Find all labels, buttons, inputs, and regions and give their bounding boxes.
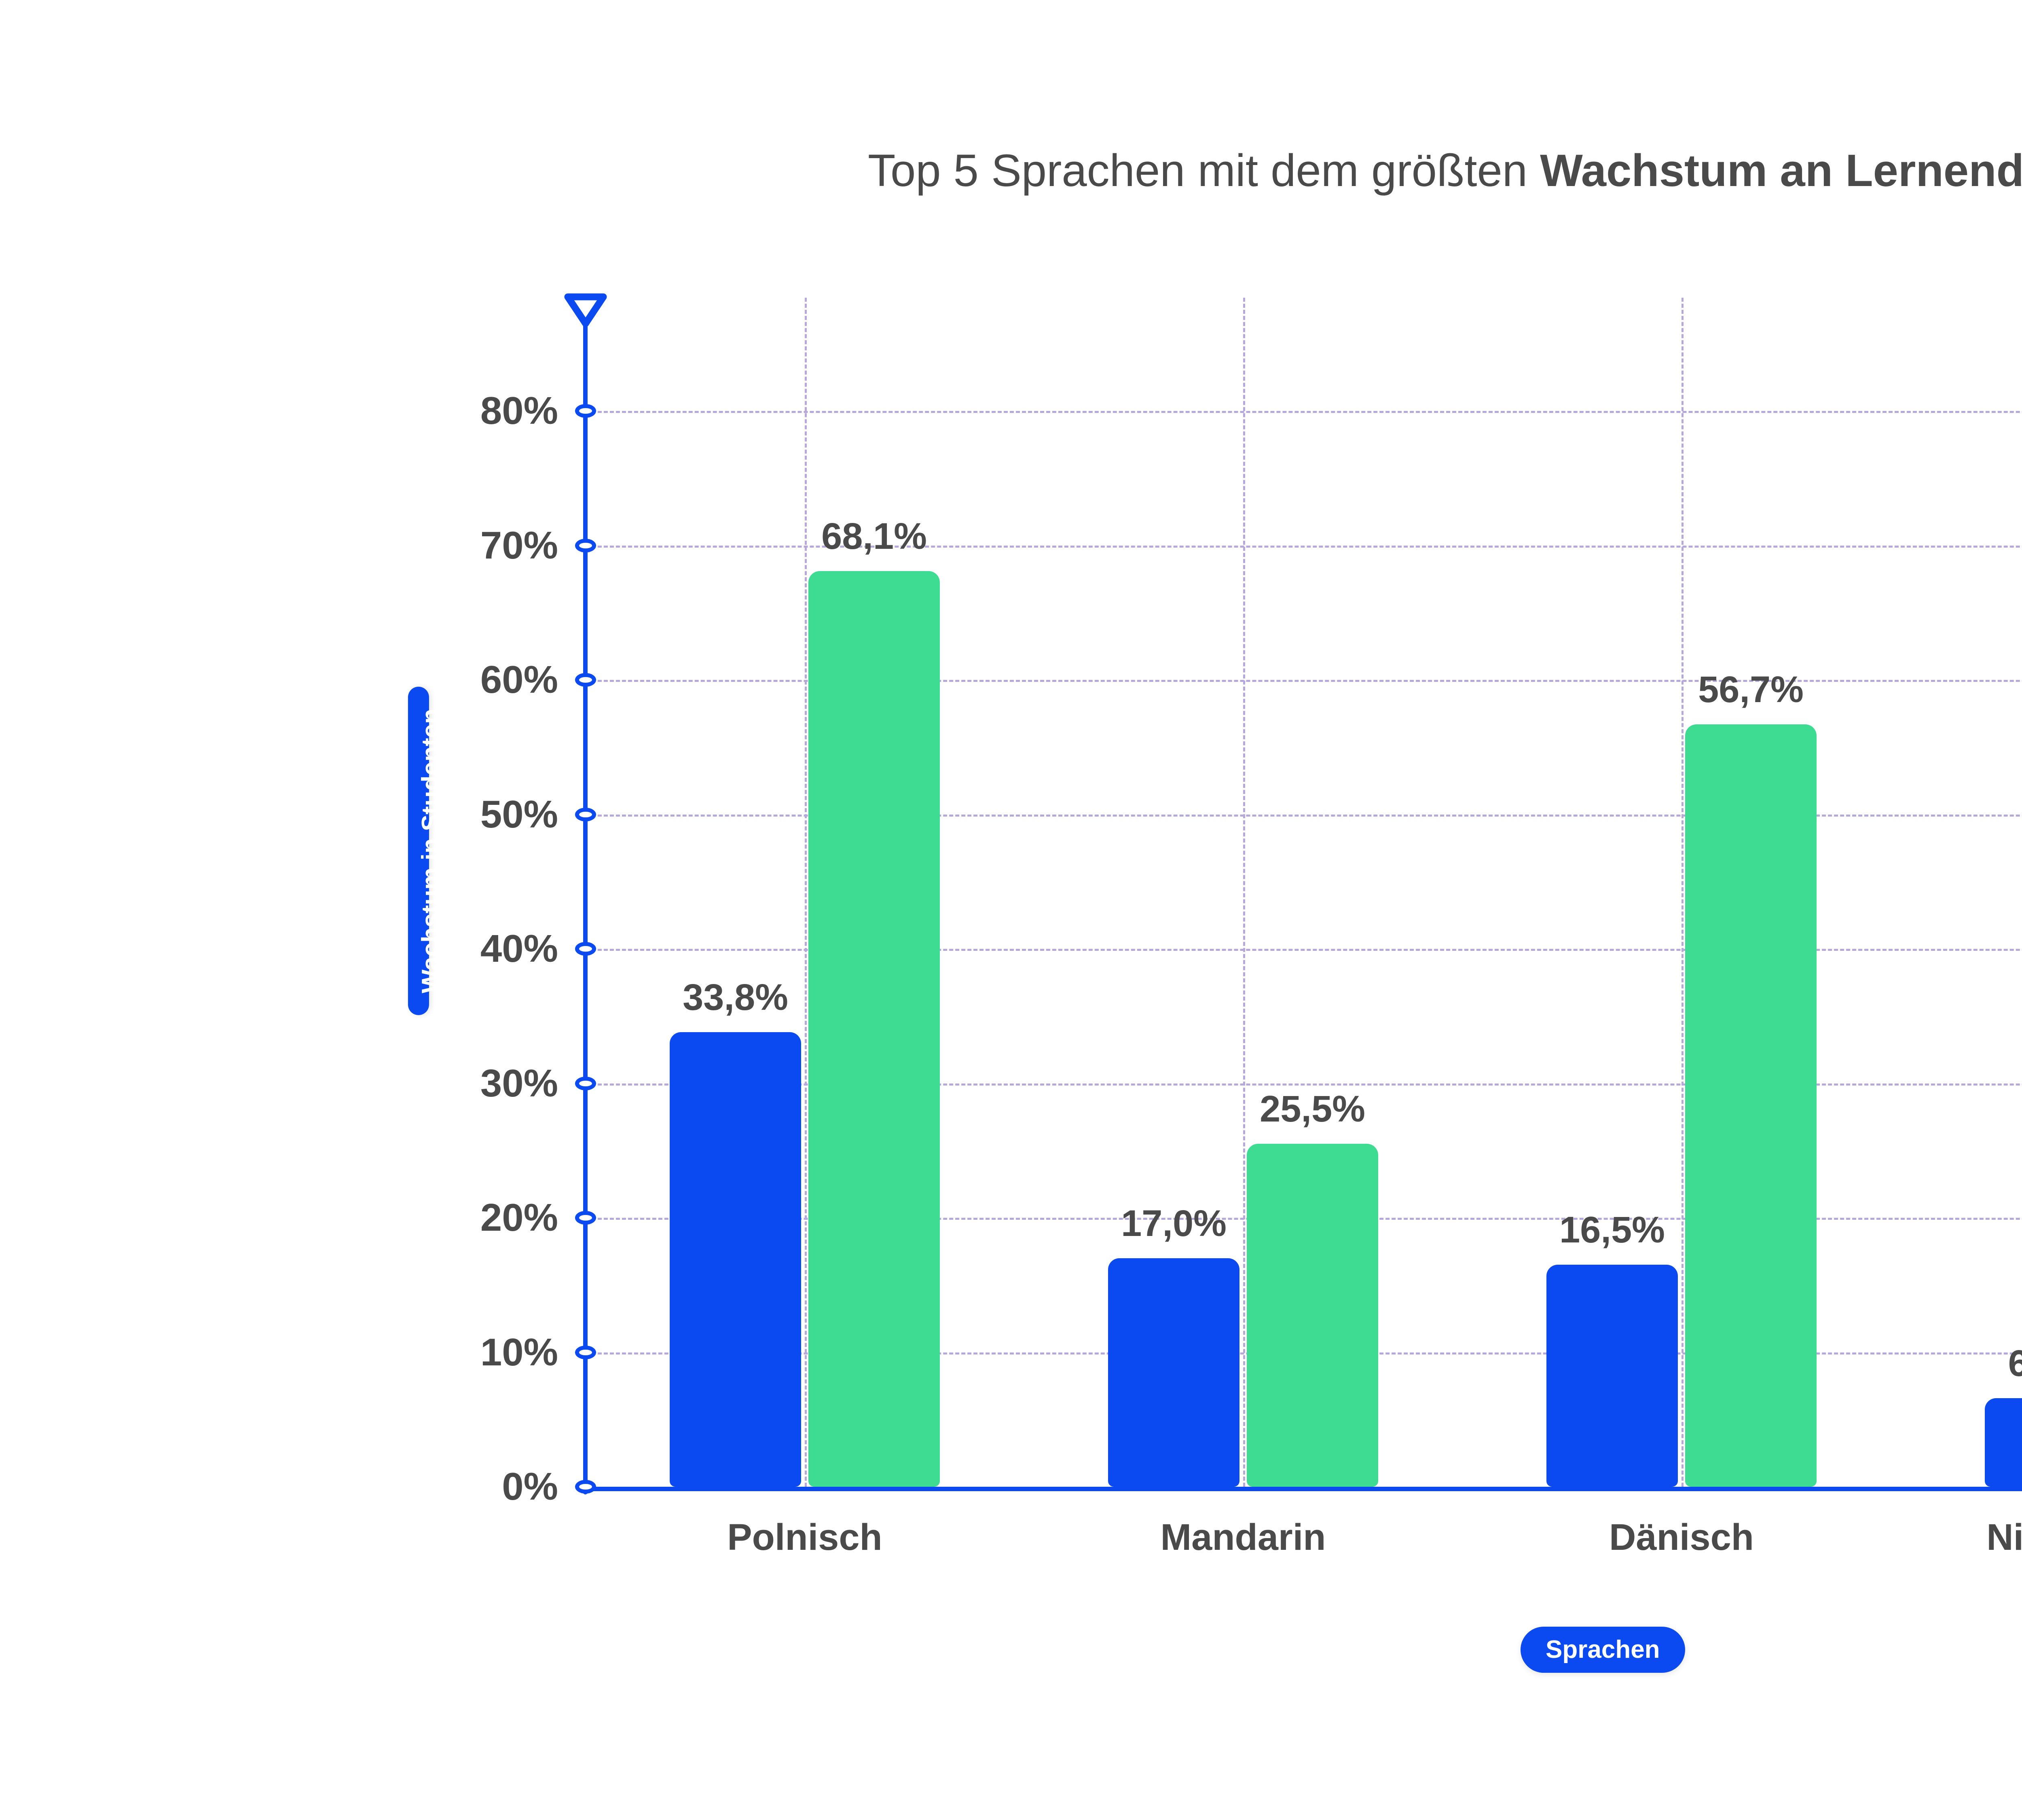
y-axis-tick-marker xyxy=(575,1345,596,1359)
bar[interactable] xyxy=(670,1032,801,1487)
y-axis-tick-label: 60% xyxy=(480,658,558,701)
y-axis-tick-label: 20% xyxy=(480,1196,558,1239)
chart-title: Top 5 Sprachen mit dem größten Wachstum … xyxy=(477,146,2022,195)
chart-title-prefix: Top 5 Sprachen mit dem größten xyxy=(867,145,1540,196)
y-axis-arrow-icon xyxy=(564,293,607,327)
bar[interactable] xyxy=(1546,1265,1678,1487)
y-axis-tick-label: 30% xyxy=(480,1061,558,1105)
y-axis-tick-marker xyxy=(575,538,596,552)
y-axis-tick-label: 0% xyxy=(502,1465,558,1508)
bar[interactable] xyxy=(1985,1398,2022,1487)
gridline-vertical xyxy=(1681,298,1684,1487)
gridline-horizontal xyxy=(586,1083,2022,1086)
x-axis-title: Sprachen xyxy=(1521,1627,1685,1673)
bar-value-label: 16,5% xyxy=(1559,1209,1665,1251)
y-axis-tick-marker xyxy=(575,1076,596,1090)
y-axis-tick-label: 50% xyxy=(480,792,558,836)
bar-value-label: 17,0% xyxy=(1121,1202,1227,1244)
x-axis-category-label: Mandarin xyxy=(1160,1517,1326,1558)
y-axis-tick-label: 10% xyxy=(480,1330,558,1374)
gridline-vertical xyxy=(805,298,807,1487)
bar-value-label: 25,5% xyxy=(1260,1088,1365,1130)
x-axis-category-label: Polnisch xyxy=(727,1517,882,1558)
y-axis-tick-marker xyxy=(575,673,596,687)
bar[interactable] xyxy=(1685,724,1817,1487)
y-axis-tick-marker xyxy=(575,1211,596,1225)
gridline-horizontal xyxy=(586,814,2022,817)
y-axis-title-label: Wachstum in Studenten xyxy=(408,687,445,1015)
y-axis-tick-label: 70% xyxy=(480,523,558,567)
x-axis-line xyxy=(586,1487,2022,1491)
y-axis-tick-marker xyxy=(575,404,596,418)
gridline-horizontal xyxy=(586,411,2022,413)
x-axis-category-label: Dänisch xyxy=(1609,1517,1754,1558)
bar[interactable] xyxy=(1247,1144,1378,1487)
x-axis-category-label: Niederländisch xyxy=(1986,1517,2022,1558)
gridline-horizontal xyxy=(586,545,2022,548)
y-axis-line xyxy=(583,322,588,1494)
chart-title-emphasis: Wachstum an Lernenden xyxy=(1540,145,2022,196)
bar-value-label: 56,7% xyxy=(1698,669,1804,710)
bar[interactable] xyxy=(1108,1258,1239,1487)
y-axis-tick-marker xyxy=(575,807,596,821)
bar-value-label: 68,1% xyxy=(821,515,927,557)
gridline-horizontal xyxy=(586,680,2022,682)
y-axis-tick-marker xyxy=(575,1480,596,1494)
bar[interactable] xyxy=(808,571,940,1487)
bar-value-label: 33,8% xyxy=(683,977,788,1018)
gridline-vertical xyxy=(1243,298,1245,1487)
y-axis-tick-label: 80% xyxy=(480,389,558,432)
bar-value-label: 6,6% xyxy=(2008,1342,2022,1384)
gridline-horizontal xyxy=(586,949,2022,951)
y-axis-tick-label: 40% xyxy=(480,927,558,970)
y-axis-tick-marker xyxy=(575,942,596,956)
